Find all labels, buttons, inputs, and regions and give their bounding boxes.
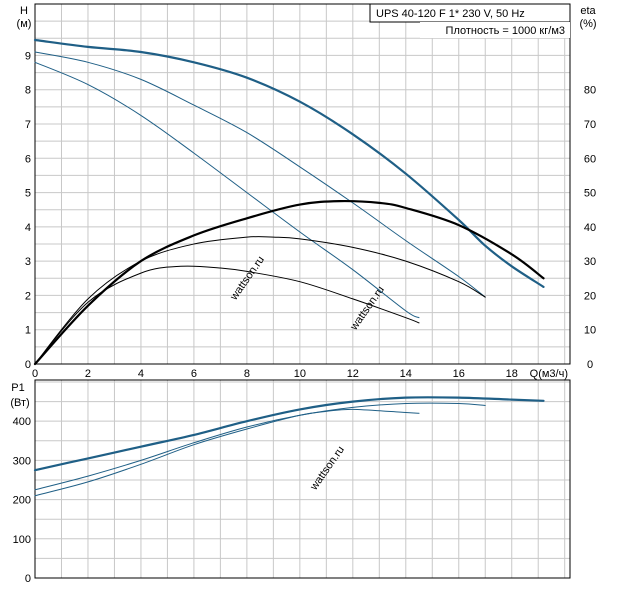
efficiency-curve-1	[33, 199, 545, 366]
head-tick-label: 9	[25, 50, 31, 62]
x-tick-label: 16	[453, 368, 465, 380]
efficiency-tick-label: 60	[584, 153, 596, 165]
power-axis-unit: (Вт)	[10, 397, 29, 409]
efficiency-curve-3	[34, 265, 420, 365]
head-tick-label: 6	[25, 153, 31, 165]
efficiency-curve-2	[34, 236, 486, 365]
head-curve-2	[34, 51, 486, 298]
left-axis-label: H	[20, 5, 28, 17]
power-curves	[33, 396, 545, 497]
subtitle-bg	[420, 22, 570, 38]
power-curve-3	[34, 408, 420, 497]
power-tick-label: 300	[13, 455, 31, 467]
bottom-panel-frame	[34, 379, 571, 579]
head-curve-1	[33, 38, 545, 288]
power-axis-label: P1	[11, 382, 24, 394]
efficiency-tick-label: 20	[584, 290, 596, 302]
efficiency-tick-label: 30	[584, 256, 596, 268]
x-tick-label: 4	[138, 368, 144, 380]
head-tick-label: 2	[25, 290, 31, 302]
bottom-panel-grid	[35, 380, 570, 578]
x-tick-label: 8	[244, 368, 250, 380]
power-tick-label: 0	[25, 573, 31, 585]
efficiency-tick-label: 70	[584, 119, 596, 131]
right-axis-unit: (%)	[579, 18, 596, 30]
efficiency-tick-label: 0	[587, 359, 593, 371]
chart-title: UPS 40-120 F 1* 230 V, 50 Hz	[376, 8, 525, 20]
head-tick-label: 5	[25, 188, 31, 200]
x-tick-label: 0	[32, 368, 38, 380]
head-tick-label: 7	[25, 119, 31, 131]
x-tick-label: 2	[85, 368, 91, 380]
power-tick-label: 200	[13, 495, 31, 507]
head-curve-3	[34, 61, 420, 319]
watermark-text: wattson.ru	[307, 444, 347, 493]
efficiency-tick-label: 40	[584, 222, 596, 234]
x-tick-label: 18	[506, 368, 518, 380]
head-tick-label: 0	[25, 359, 31, 371]
x-axis-label-bg	[540, 366, 570, 379]
power-tick-label: 100	[13, 534, 31, 546]
efficiency-tick-label: 80	[584, 85, 596, 97]
head-tick-label: 8	[25, 85, 31, 97]
top-panel-frame	[34, 3, 571, 365]
x-tick-label: 12	[347, 368, 359, 380]
tick-labels: 0 2 4 6 8 10 12 14 16 180123456789010203040506070…	[13, 50, 596, 585]
efficiency-tick-label: 10	[584, 325, 596, 337]
left-axis-unit: (м)	[17, 18, 32, 30]
head-efficiency-curves	[33, 38, 545, 366]
x-tick-label: 6	[191, 368, 197, 380]
power-curve-2	[34, 402, 486, 491]
x-tick-label: 14	[400, 368, 412, 380]
chart-subtitle: Плотность = 1000 кг/м3	[446, 25, 565, 37]
head-tick-label: 3	[25, 256, 31, 268]
top-panel-grid	[35, 4, 570, 364]
right-axis-label: eta	[580, 5, 596, 17]
efficiency-tick-label: 50	[584, 188, 596, 200]
power-tick-label: 400	[13, 416, 31, 428]
x-tick-label: 10	[294, 368, 306, 380]
head-tick-label: 1	[25, 325, 31, 337]
head-tick-label: 4	[25, 222, 31, 234]
x-axis-label: Q(м3/ч)	[530, 368, 568, 380]
power-curve-1	[33, 396, 545, 472]
